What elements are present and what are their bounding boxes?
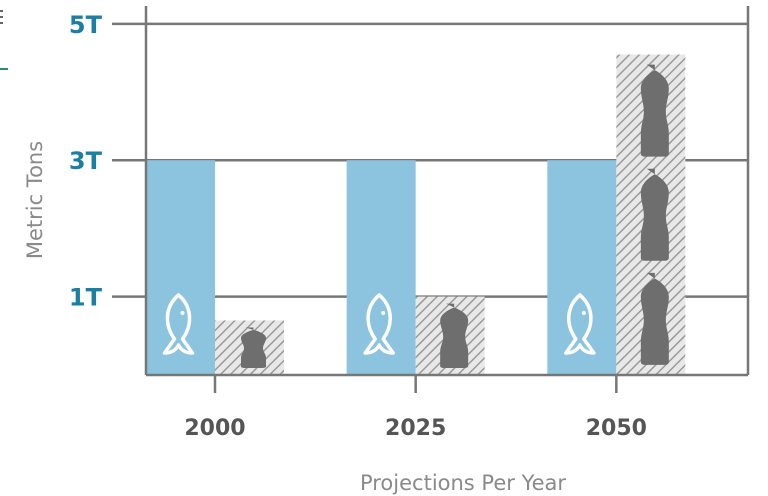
plastic-bottle-icon bbox=[640, 64, 669, 157]
y-axis-title: Metric Tons bbox=[23, 141, 47, 259]
axis-layer bbox=[144, 6, 750, 393]
y-tick-label: 1T bbox=[69, 284, 103, 312]
x-tick-label-2000: 2000 bbox=[184, 416, 245, 441]
plastic-bottle-icon bbox=[440, 303, 469, 368]
bar-fish-2025 bbox=[346, 160, 416, 375]
x-tick-labels: 2000 2025 2050 bbox=[184, 416, 647, 441]
crop-mark bbox=[0, 10, 12, 80]
x-tick-label-2025: 2025 bbox=[385, 416, 446, 441]
bar-fish-2050 bbox=[547, 160, 617, 375]
y-tick-labels: 1T 3T 5T bbox=[69, 11, 103, 312]
bar-layer bbox=[146, 54, 686, 375]
plastic-bottle-icon bbox=[640, 168, 669, 261]
y-tick-label: 3T bbox=[69, 147, 103, 175]
bar-fish-2000 bbox=[146, 160, 215, 375]
x-axis-title: Projections Per Year bbox=[360, 471, 566, 495]
x-tick-label-2050: 2050 bbox=[586, 416, 647, 441]
y-tick-label: 5T bbox=[69, 11, 103, 39]
plastic-bottle-icon bbox=[240, 327, 267, 369]
plastic-bottle-icon bbox=[640, 272, 669, 365]
